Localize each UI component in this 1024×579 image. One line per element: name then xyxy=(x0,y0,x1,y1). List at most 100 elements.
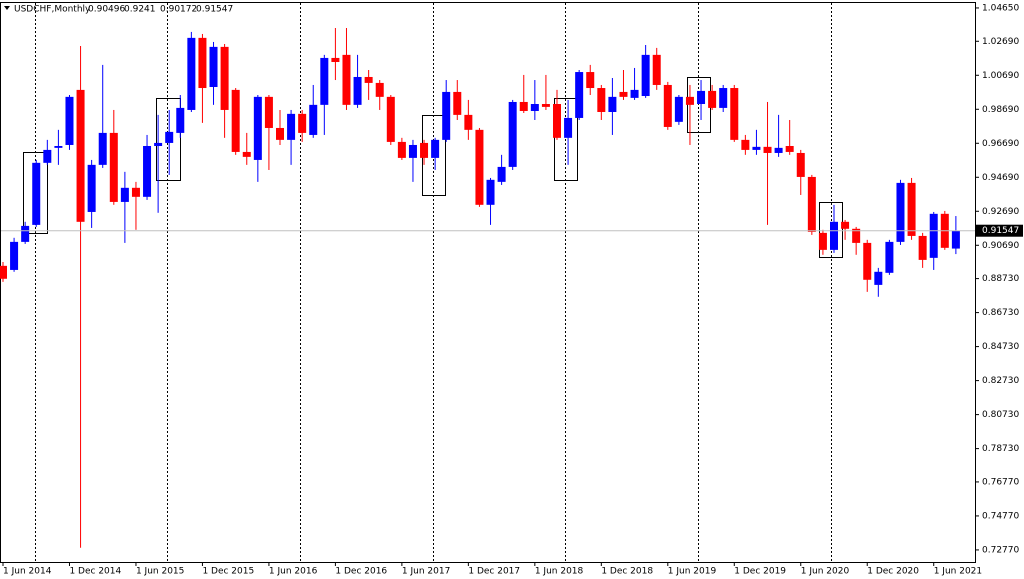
candle-body xyxy=(519,101,528,111)
candle-body xyxy=(697,90,706,105)
candle-body xyxy=(830,221,838,250)
candle-body xyxy=(541,104,550,107)
candle-body xyxy=(43,149,52,163)
x-tick-label: 1 Dec 2020 xyxy=(867,567,919,577)
candle-body xyxy=(863,242,872,280)
menu-triangle xyxy=(4,6,10,10)
candle-body xyxy=(287,113,296,140)
candle-body xyxy=(342,54,351,105)
candle-body xyxy=(685,96,694,105)
y-tick-label: 0.92690 xyxy=(982,207,1019,217)
x-tick-label: 1 Dec 2019 xyxy=(734,567,786,577)
candle-body xyxy=(785,145,794,152)
x-tick-label: 1 Dec 2015 xyxy=(202,567,254,577)
candle-body xyxy=(143,145,152,197)
candle-body xyxy=(98,132,107,165)
candle-body xyxy=(431,139,440,158)
candle-body xyxy=(353,76,362,105)
candle-body xyxy=(741,139,750,150)
candle-body xyxy=(10,241,19,270)
candle-body xyxy=(486,179,495,205)
candle-body xyxy=(131,187,140,197)
candle-body xyxy=(841,221,850,229)
candle-body xyxy=(564,117,573,138)
price-label-bg xyxy=(975,224,1023,237)
y-tick-label: 1.04650 xyxy=(982,3,1019,13)
candle-body xyxy=(320,57,329,105)
candle-body xyxy=(0,265,7,279)
candle-body xyxy=(774,147,783,153)
candle-body xyxy=(951,230,960,249)
candle-body xyxy=(109,132,118,202)
candle-body xyxy=(852,228,861,243)
candle-body xyxy=(298,113,307,133)
y-tick-label: 0.94690 xyxy=(982,173,1019,183)
candle-body xyxy=(198,37,207,89)
candle-body xyxy=(530,104,539,111)
candle-body xyxy=(752,146,761,150)
candle-body xyxy=(475,129,484,205)
candle-body xyxy=(65,96,74,145)
x-tick-label: 1 Jun 2020 xyxy=(801,567,850,577)
candle-body xyxy=(508,101,517,167)
drawn-rectangles xyxy=(23,77,843,258)
candle-body xyxy=(253,96,262,160)
candle-body xyxy=(663,84,672,127)
candle-body xyxy=(497,166,506,182)
y-tick-label: 0.84730 xyxy=(982,342,1019,352)
period-separators xyxy=(35,3,832,562)
x-tick-label: 1 Jun 2014 xyxy=(3,567,52,577)
candle-body xyxy=(885,241,894,273)
candle-body xyxy=(464,114,473,130)
y-tick-label: 0.80730 xyxy=(982,410,1019,420)
candle-body xyxy=(796,152,805,177)
header-value: 0.90172 xyxy=(160,5,197,15)
candle-body xyxy=(918,235,927,260)
candle-body xyxy=(187,37,196,110)
candle-body xyxy=(763,146,772,153)
plot-frame xyxy=(0,2,976,563)
candle-body xyxy=(309,104,318,135)
candle-body xyxy=(375,82,384,97)
candle-body xyxy=(76,89,85,222)
candle-body xyxy=(575,72,584,118)
y-tick-label: 0.74770 xyxy=(982,511,1019,521)
x-tick-label: 1 Jun 2015 xyxy=(136,567,184,577)
candle-body xyxy=(608,96,617,112)
candle-body xyxy=(619,91,628,97)
y-tick-label: 0.98690 xyxy=(982,105,1019,115)
y-tick-label: 1.00690 xyxy=(982,71,1019,81)
x-tick-label: 1 Dec 2018 xyxy=(601,567,653,577)
y-tick-label: 0.78730 xyxy=(982,444,1019,454)
candle-body xyxy=(386,96,395,142)
candle-body xyxy=(176,107,185,133)
candle-body xyxy=(264,96,273,128)
candle-body xyxy=(929,213,938,258)
y-tick-label: 0.90690 xyxy=(982,241,1019,251)
candle-body xyxy=(553,104,561,138)
candle-body xyxy=(442,91,451,140)
candle-body xyxy=(54,145,63,148)
candle-body xyxy=(32,162,41,225)
candle-body xyxy=(21,225,30,242)
candle-body xyxy=(231,89,240,152)
candle-body xyxy=(165,131,174,143)
x-tick-label: 1 Jun 2016 xyxy=(269,567,318,577)
candle-body xyxy=(641,54,650,97)
candle-body xyxy=(907,182,916,236)
y-tick-label: 1.02690 xyxy=(982,37,1019,47)
candle-body xyxy=(209,46,218,88)
candle-body xyxy=(708,90,717,108)
x-tick-label: 1 Dec 2014 xyxy=(69,567,121,577)
candle-body xyxy=(597,88,606,112)
chart-title: USDCHF,Monthly xyxy=(14,5,91,15)
x-tick-label: 1 Jun 2018 xyxy=(535,567,584,577)
candle-body xyxy=(674,96,683,122)
candle-body xyxy=(420,142,429,158)
price-label: 0.91547 xyxy=(982,226,1019,236)
candle-body xyxy=(652,54,661,85)
candle-body xyxy=(397,141,406,158)
x-tick-label: 1 Jun 2019 xyxy=(668,567,717,577)
candle-body xyxy=(408,144,417,158)
